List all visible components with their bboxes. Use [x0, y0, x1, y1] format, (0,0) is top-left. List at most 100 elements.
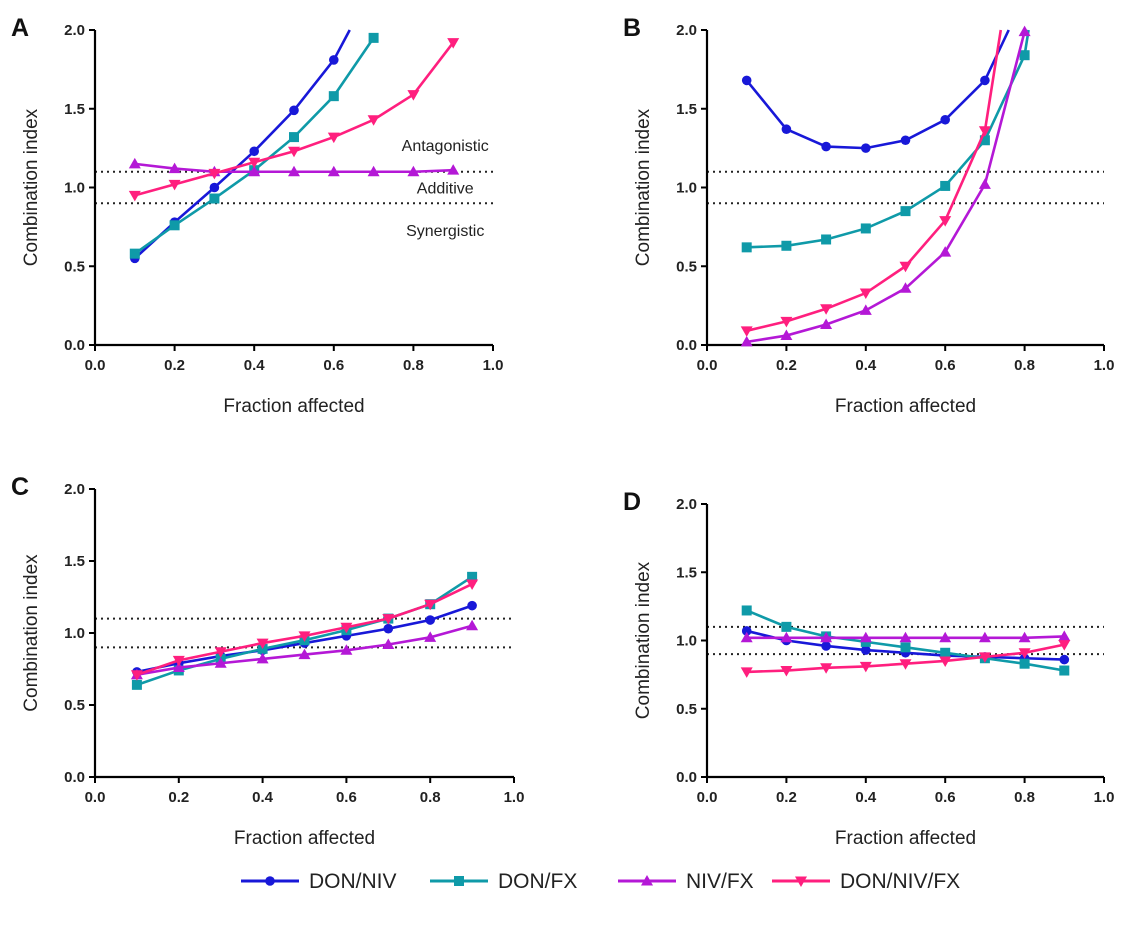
data-point [209, 182, 220, 193]
legend-marker [454, 876, 464, 886]
data-point [298, 631, 311, 642]
data-point [382, 638, 395, 650]
series-niv-fx [128, 157, 460, 177]
data-point [467, 600, 477, 611]
x-tick-label: 0.8 [1014, 789, 1035, 806]
data-point [367, 165, 380, 177]
data-point [328, 91, 339, 102]
data-point [340, 622, 353, 634]
data-point [131, 679, 142, 690]
y-tick-label: 1.5 [676, 101, 697, 118]
data-point [1018, 25, 1031, 37]
data-point [466, 619, 479, 631]
data-point [939, 246, 952, 257]
series-line [746, 29, 1003, 333]
series-don-fx [129, 32, 379, 259]
series-don-niv [130, 29, 351, 264]
y-tick-label: 1.5 [676, 564, 697, 581]
x-tick-label: 0.8 [420, 789, 441, 806]
data-point [209, 193, 220, 204]
data-point [424, 631, 437, 642]
data-point [447, 38, 460, 49]
panel-a: 0.0 0.5 1.0 1.5 2.0 0.0 0.2 0.4 0.6 0.8 1.0 Fractio… [11, 14, 503, 417]
y-axis-title: Combination index [21, 108, 42, 266]
data-point [781, 621, 792, 632]
panel-d: 0.0 0.5 1.0 1.5 2.0 0.0 0.2 0.4 0.6 0.8 1.0 Fractio… [623, 488, 1114, 849]
y-tick-label: 2.0 [676, 22, 697, 39]
data-point [289, 105, 299, 116]
data-point [288, 146, 300, 158]
x-tick-label: 0.6 [935, 789, 956, 806]
panel-letter: D [623, 488, 641, 516]
data-point [939, 216, 952, 227]
series-niv-fx [740, 25, 1031, 347]
data-point [1059, 654, 1070, 665]
data-point [1058, 640, 1071, 651]
data-point [740, 667, 753, 678]
data-point [781, 124, 792, 135]
y-tick-label: 0.5 [64, 697, 85, 714]
data-point [248, 165, 261, 177]
data-point [860, 223, 871, 234]
legend-marker [795, 876, 807, 887]
region-annotation: Antagonistic [402, 138, 489, 155]
data-point [407, 90, 420, 101]
y-tick-label: 2.0 [64, 22, 85, 39]
x-tick-label: 0.6 [336, 789, 357, 806]
panel-letter: B [623, 14, 641, 42]
data-point [900, 206, 911, 217]
data-point [741, 626, 752, 636]
x-axis-title: Fraction affected [835, 828, 976, 849]
legend-label: NIV/FX [686, 870, 754, 893]
panel-letter: A [11, 14, 29, 42]
x-tick-label: 0.0 [85, 357, 106, 374]
legend-label: DON/FX [498, 870, 577, 893]
data-point [861, 143, 871, 153]
data-point [899, 261, 912, 273]
data-point [168, 162, 181, 174]
data-point [447, 164, 460, 175]
data-point [214, 657, 227, 668]
data-point [130, 670, 143, 681]
legend-label: DON/NIV [309, 870, 397, 893]
data-point [820, 631, 833, 643]
data-point [168, 179, 181, 191]
x-axis-title: Fraction affected [234, 828, 375, 849]
data-point [289, 132, 299, 143]
data-point [367, 115, 380, 126]
data-point [329, 55, 339, 65]
y-tick-label: 0.0 [676, 337, 697, 354]
data-point [340, 644, 353, 655]
data-point [821, 234, 832, 245]
data-point [978, 652, 991, 663]
data-point [939, 631, 952, 643]
data-point [899, 631, 912, 643]
data-point [821, 641, 831, 651]
data-point [382, 614, 395, 625]
data-point [940, 647, 951, 658]
x-tick-label: 0.4 [244, 357, 266, 374]
x-tick-label: 0.2 [776, 789, 797, 806]
data-point [1059, 665, 1070, 676]
data-point [248, 157, 261, 169]
x-tick-label: 0.4 [252, 789, 274, 806]
x-tick-label: 0.2 [776, 357, 797, 374]
x-axis-title: Fraction affected [835, 396, 976, 417]
data-point [939, 656, 952, 667]
series-don-fx [741, 29, 1030, 253]
series-don-niv-fx [128, 38, 460, 202]
data-point [1058, 630, 1071, 641]
x-tick-label: 1.0 [1094, 789, 1115, 806]
legend-item: DON/FX [430, 870, 577, 893]
series-niv-fx [740, 630, 1071, 643]
data-point [169, 220, 180, 231]
data-point [740, 326, 753, 337]
data-point [820, 663, 833, 674]
y-tick-label: 0.5 [676, 701, 697, 718]
data-point [780, 631, 793, 643]
data-point [780, 666, 793, 677]
data-point [249, 146, 259, 157]
y-tick-label: 0.0 [64, 337, 85, 354]
data-point [1018, 631, 1031, 643]
